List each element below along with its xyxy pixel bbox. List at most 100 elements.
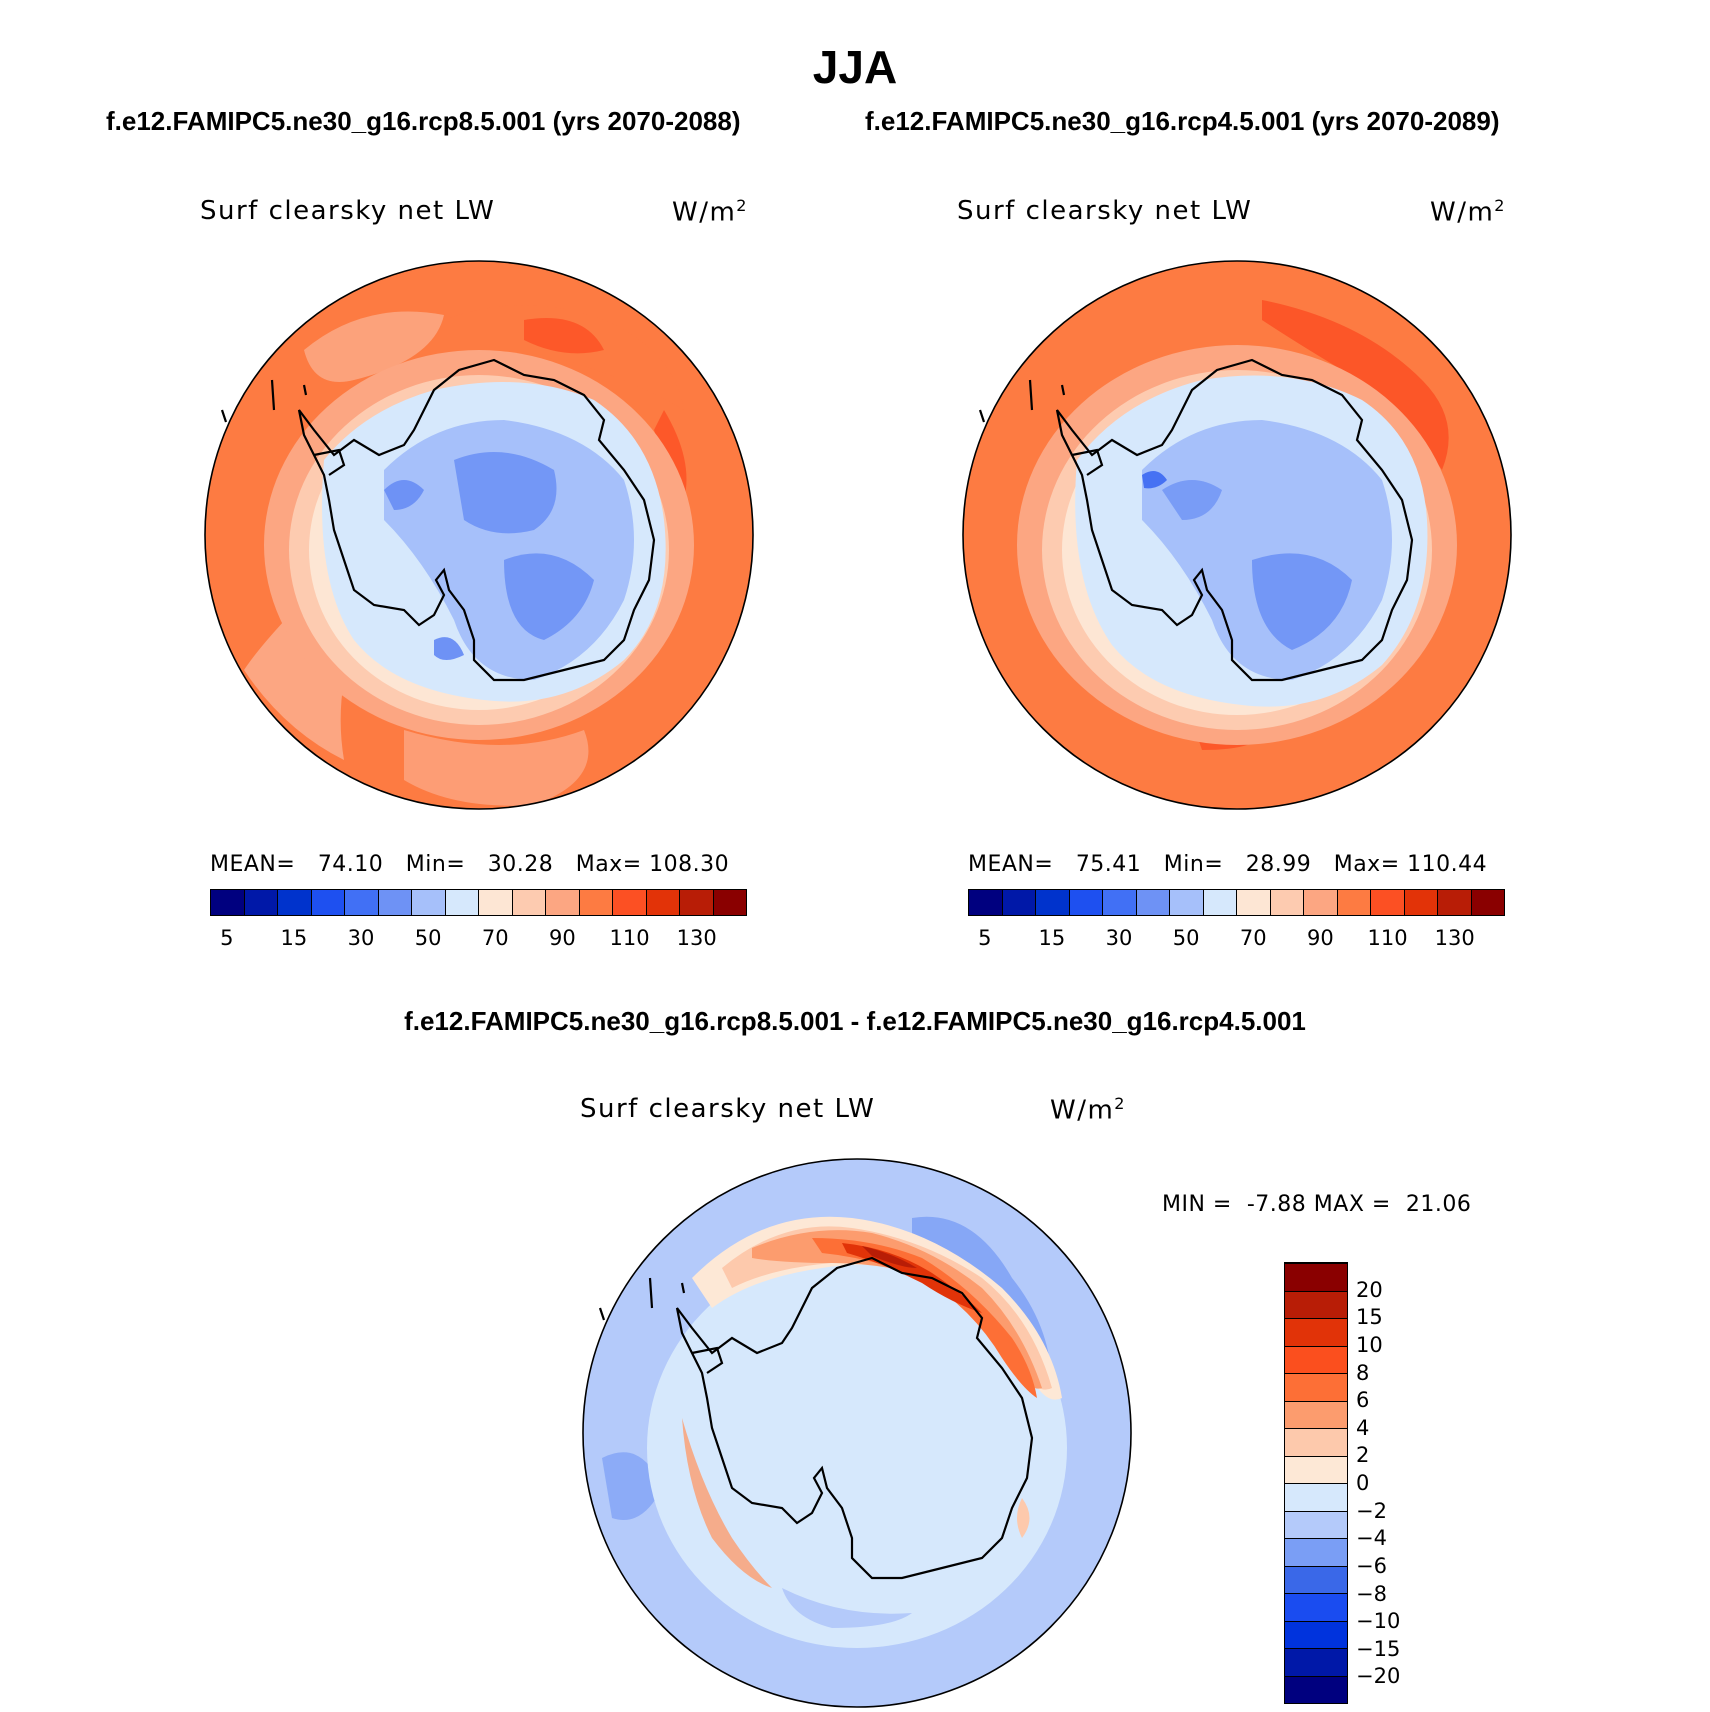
diff-colorbar-swatch-1 [1285,1648,1347,1676]
panel-2-colorbar-swatch-1 [1002,890,1036,915]
panel-1-variable-label: Surf clearsky net LW [200,196,496,226]
panel-1-colorbar-tick-label: 110 [609,926,650,950]
diff-colorbar-swatch-11 [1285,1373,1347,1401]
diff-colorbar-tick-label: 15 [1356,1305,1383,1330]
diff-panel-title: f.e12.FAMIPC5.ne30_g16.rcp8.5.001 - f.e1… [404,1006,1306,1036]
map-border [204,260,754,810]
panel-1-colorbar-swatch-5 [378,890,412,915]
map-border [582,1158,1132,1708]
panel-2-colorbar-swatch-6 [1170,890,1204,915]
panel-2-units-label: W/m2 [1430,196,1506,228]
diff-colorbar-swatch-9 [1285,1428,1347,1456]
panel-2-stats: MEAN= 75.41 Min= 28.99 Max= 110.44 [968,852,1488,877]
diff-colorbar-tick-label: 20 [1356,1277,1383,1302]
diff-colorbar-tick-label: 0 [1356,1471,1370,1495]
panel-1-colorbar-tick-label: 90 [549,926,576,950]
panel-1-colorbar-swatch-6 [412,890,446,915]
panel-1-colorbar-swatch-9 [512,890,546,915]
panel-1-colorbar-swatch-14 [680,890,714,915]
panel-2-colorbar-swatch-7 [1203,890,1237,915]
diff-colorbar-tick-label: −6 [1356,1553,1387,1578]
panel-2-colorbar-tick-label: 70 [1239,926,1267,950]
diff-colorbar-swatch-8 [1285,1455,1347,1483]
diff-colorbar-ticks [0,0,1,1]
diff-colorbar-tick-label: −15 [1356,1636,1401,1661]
panel-1-colorbar-swatch-11 [579,890,613,915]
panel-1-colorbar-swatch-10 [546,890,580,915]
diff-colorbar-tick-label: 2 [1356,1443,1370,1468]
diff-colorbar [1284,1262,1348,1704]
panel-2-map [962,260,1512,810]
diff-colorbar-swatch-2 [1285,1620,1347,1648]
season-title: JJA [812,41,898,93]
panel-1-colorbar-swatch-3 [311,890,345,915]
diff-min-max: MIN = -7.88 MAX = 21.06 [1162,1192,1472,1217]
panel-1-case-title: f.e12.FAMIPC5.ne30_g16.rcp8.5.001 (yrs 2… [106,106,741,136]
panel-1-colorbar-swatch-4 [345,890,379,915]
panel-2-colorbar-swatch-4 [1103,890,1137,915]
panel-1-colorbar-tick-label: 30 [347,926,375,950]
diff-colorbar-swatch-14 [1285,1290,1347,1318]
panel-2-colorbar-swatch-0 [969,890,1003,915]
diff-colorbar-swatch-0 [1285,1675,1347,1703]
panel-2-colorbar-tick-label: 130 [1434,926,1475,950]
diff-map [582,1158,1132,1708]
panel-1-colorbar-ticks: 5 15 30 50 70 90 110 130 [210,926,747,956]
diff-colorbar-swatch-12 [1285,1345,1347,1373]
panel-1-stats: MEAN= 74.10 Min= 30.28 Max= 108.30 [210,852,730,877]
panel-2-colorbar-swatch-2 [1036,890,1070,915]
panel-2-colorbar-swatch-13 [1404,890,1438,915]
diff-colorbar-tick-label: 10 [1356,1332,1383,1357]
panel-2-colorbar-swatch-11 [1337,890,1371,915]
panel-2-colorbar-swatch-14 [1438,890,1472,915]
diff-colorbar-tick-label: −20 [1356,1664,1401,1689]
diff-colorbar-tick-label: 8 [1356,1360,1370,1385]
panel-2-colorbar-tick-label: 110 [1367,926,1408,950]
panel-1-colorbar-swatch-0 [211,890,245,915]
panel-1-colorbar-swatch-15 [713,890,746,915]
diff-colorbar-swatch-5 [1285,1538,1347,1566]
antarctica-coastline [297,358,656,682]
diff-colorbar-swatch-10 [1285,1400,1347,1428]
diff-variable-label: Surf clearsky net LW [580,1094,876,1124]
map-border [962,260,1512,810]
panel-2-colorbar-tick-label: 5 [978,926,992,950]
panel-1-colorbar [210,889,747,916]
panel-2-colorbar-swatch-9 [1270,890,1304,915]
panel-2-colorbar-tick-label: 15 [1038,926,1066,950]
panel-2-colorbar-swatch-3 [1069,890,1103,915]
diff-colorbar-swatch-4 [1285,1565,1347,1593]
diff-colorbar-tick-label: 6 [1356,1388,1370,1413]
panel-1-colorbar-swatch-1 [244,890,278,915]
panel-1-units-label: W/m2 [672,196,748,228]
diff-colorbar-swatch-3 [1285,1593,1347,1621]
antarctica-coastline [675,1256,1034,1580]
panel-2-colorbar-swatch-12 [1371,890,1405,915]
panel-2-colorbar-ticks: 5 15 30 50 70 90 110 130 [968,926,1505,956]
diff-colorbar-swatch-6 [1285,1510,1347,1538]
panel-2-colorbar-swatch-8 [1237,890,1271,915]
panel-2-colorbar-tick-label: 30 [1105,926,1133,950]
diff-colorbar-swatch-7 [1285,1483,1347,1511]
panel-1-colorbar-tick-label: 130 [676,926,717,950]
diff-units-label: W/m2 [1050,1094,1126,1126]
panel-1-colorbar-tick-label: 70 [481,926,509,950]
panel-1-colorbar-swatch-13 [646,890,680,915]
panel-1-colorbar-swatch-12 [613,890,647,915]
panel-2-colorbar-swatch-10 [1304,890,1338,915]
panel-1-colorbar-tick-label: 15 [280,926,308,950]
diff-colorbar-tick-label: −2 [1356,1498,1387,1523]
antarctica-coastline [1055,358,1414,682]
panel-1-colorbar-swatch-7 [445,890,479,915]
diff-colorbar-tick-label: −10 [1356,1609,1401,1634]
diff-colorbar-swatch-13 [1285,1318,1347,1346]
diff-colorbar-tick-label: −8 [1356,1581,1387,1606]
panel-2-colorbar-swatch-5 [1136,890,1170,915]
diff-colorbar-tick-label: 4 [1356,1415,1370,1440]
panel-1-colorbar-tick-label: 50 [414,926,442,950]
panel-2-colorbar-tick-label: 50 [1172,926,1200,950]
panel-2-case-title: f.e12.FAMIPC5.ne30_g16.rcp4.5.001 (yrs 2… [865,106,1500,136]
diff-colorbar-tick-label: −4 [1356,1526,1387,1551]
panel-2-colorbar-swatch-15 [1471,890,1504,915]
diff-colorbar-swatch-15 [1285,1263,1347,1291]
